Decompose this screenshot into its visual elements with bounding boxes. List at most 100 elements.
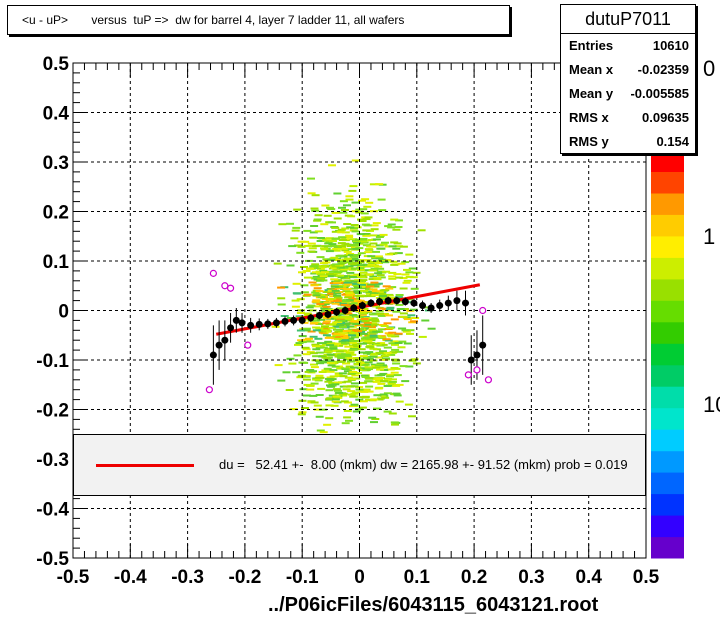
density-cell (297, 245, 306, 248)
density-cell (365, 385, 374, 388)
density-cell (340, 209, 349, 211)
density-cell (338, 312, 347, 315)
density-cell (351, 159, 360, 162)
density-cell (388, 271, 397, 274)
density-cell (357, 276, 366, 278)
density-cell (394, 252, 403, 255)
density-cell (369, 355, 378, 358)
density-cell (394, 226, 403, 228)
density-cell (336, 274, 345, 277)
density-cell (334, 271, 343, 274)
density-cell (335, 286, 344, 288)
density-cell (350, 244, 358, 247)
density-cell (320, 271, 329, 274)
density-cell (335, 254, 344, 257)
density-cell (343, 223, 352, 225)
density-cell (386, 327, 395, 330)
density-cell (347, 215, 356, 218)
density-cell (297, 413, 306, 416)
density-cell (376, 377, 385, 380)
density-cell (314, 230, 323, 233)
density-cell (400, 308, 409, 310)
density-cell (372, 222, 381, 225)
open-point (464, 371, 472, 379)
density-cell (310, 322, 319, 325)
density-cell (379, 343, 388, 346)
density-cell (312, 275, 321, 278)
density-cell (316, 344, 325, 347)
density-cell (379, 350, 387, 353)
density-cell (354, 360, 363, 362)
profile-point (307, 314, 315, 322)
density-cell (337, 360, 346, 363)
density-cell (388, 342, 397, 345)
density-cell (351, 336, 359, 339)
density-cell (358, 240, 367, 243)
density-cell (371, 320, 380, 323)
density-cell (297, 240, 306, 243)
density-cell (327, 364, 336, 367)
tick-labels: -0.5 -0.4 -0.3 -0.2 -0.1 0 0.1 0.2 0.3 0.4 0.5 -0.5… (36, 54, 720, 588)
density-cell (319, 275, 328, 278)
density-cell (329, 240, 337, 243)
density-cell (327, 385, 336, 388)
stat-row-rms-y: RMS y 0.154 (561, 130, 695, 154)
density-cell (334, 296, 342, 299)
density-cell (365, 288, 373, 291)
open-point (209, 269, 217, 277)
density-cell (357, 269, 365, 271)
density-cell (348, 189, 357, 192)
density-cell (351, 302, 360, 305)
density-cell (371, 285, 380, 288)
stat-value: -0.02359 (637, 62, 689, 77)
density-cell (350, 255, 359, 258)
density-cell (326, 360, 335, 363)
density-cell (379, 289, 388, 292)
x-tick-label: 0.5 (633, 567, 660, 588)
density-cell (345, 306, 354, 309)
density-cell (399, 287, 408, 290)
density-cell (309, 370, 317, 373)
density-cell (311, 300, 320, 303)
points-layer (205, 269, 493, 394)
density-cell (368, 328, 377, 331)
density-cell (332, 263, 341, 266)
density-cell (356, 261, 365, 264)
density-cell (323, 329, 332, 332)
palette-band (651, 278, 684, 301)
density-cell (292, 292, 301, 295)
density-cell (372, 305, 381, 308)
density-cell (364, 366, 373, 369)
density-cell (345, 198, 354, 201)
density-cell (345, 234, 354, 237)
density-cell (395, 219, 403, 222)
open-point (205, 386, 213, 394)
density-cell (377, 382, 386, 385)
density-cell (331, 383, 340, 386)
density-cell (377, 328, 386, 331)
density-cell (348, 341, 357, 344)
density-cell (356, 233, 365, 236)
density-cell (329, 245, 338, 247)
density-cell (339, 375, 348, 378)
density-cell (359, 332, 368, 335)
density-cell (313, 267, 321, 270)
density-cell (361, 320, 370, 323)
density-cell (368, 245, 377, 248)
density-cell (370, 421, 378, 424)
density-cell (374, 265, 383, 268)
density-cell (329, 347, 338, 350)
density-cell (337, 245, 346, 248)
density-cell (395, 350, 403, 353)
density-cell (317, 277, 326, 280)
density-cell (369, 242, 378, 245)
density-cell (353, 254, 362, 256)
density-cell (390, 340, 399, 343)
density-cell (351, 294, 360, 297)
density-cell (324, 340, 333, 343)
palette-band (651, 450, 684, 473)
density-cell (300, 284, 309, 287)
density-cell (369, 317, 378, 320)
density-cell (376, 247, 385, 250)
density-cell (390, 263, 399, 266)
